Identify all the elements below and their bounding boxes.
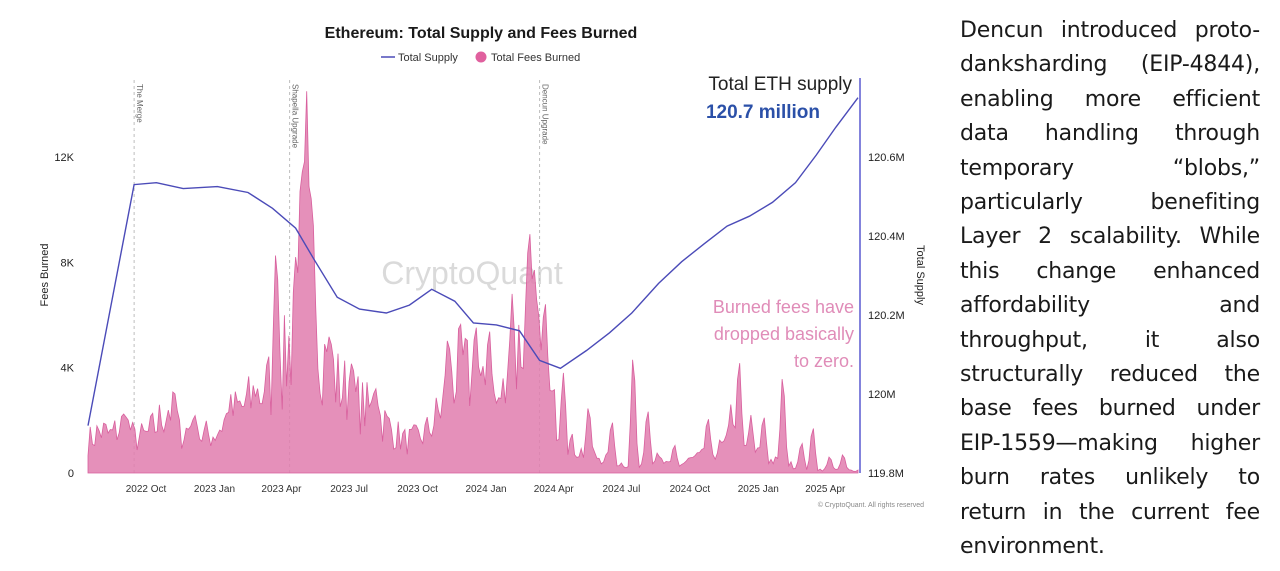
x-tick-5: 2024 Jan (465, 484, 506, 495)
event-label-0: The Merge (135, 84, 144, 123)
left-tick-1: 4K (61, 363, 75, 375)
event-markers: The Merge Shapella Upgrade Dencun Upgrade (133, 80, 550, 473)
left-tick-3: 12K (54, 152, 74, 164)
x-axis: 2022 Oct 2023 Jan 2023 Apr 2023 Jul 2023 Oct… (126, 484, 846, 495)
x-tick-9: 2025 Jan (738, 484, 779, 495)
supply-line (87, 97, 859, 426)
event-label-2: Dencun Upgrade (541, 84, 550, 145)
legend-fees-label: Total Fees Burned (491, 52, 580, 64)
x-tick-7: 2024 Jul (603, 484, 641, 495)
x-tick-4: 2023 Oct (397, 484, 438, 495)
legend-fees-swatch (475, 51, 487, 63)
x-tick-6: 2024 Apr (534, 484, 575, 495)
fees-note-line-3: to zero. (794, 351, 854, 371)
right-tick-4: 120.6M (868, 152, 905, 164)
fees-series (87, 91, 859, 474)
fees-note-line-2: dropped basically (714, 324, 854, 344)
copyright: © CryptoQuant. All rights reserved (818, 501, 924, 509)
right-tick-2: 120.2M (868, 310, 905, 322)
right-tick-0: 119.8M (868, 468, 904, 480)
x-tick-8: 2024 Oct (670, 484, 711, 495)
x-tick-2: 2023 Apr (261, 484, 302, 495)
x-tick-10: 2025 Apr (805, 484, 846, 495)
right-axis-label: Total Supply (914, 245, 926, 305)
legend: Total Supply Total Fees Burned (381, 51, 580, 64)
fees-note-line-1: Burned fees have (713, 297, 854, 317)
left-tick-2: 8K (61, 257, 75, 269)
right-tick-3: 120.4M (868, 231, 905, 243)
left-axis: 0 4K 8K 12K (54, 152, 74, 480)
event-label-1: Shapella Upgrade (291, 84, 300, 149)
fees-area (87, 91, 859, 474)
x-tick-0: 2022 Oct (126, 484, 167, 495)
left-tick-0: 0 (68, 468, 74, 480)
chart-panel: Ethereum: Total Supply and Fees Burned T… (39, 25, 926, 509)
legend-supply-label: Total Supply (398, 52, 458, 64)
x-tick-1: 2023 Jan (194, 484, 235, 495)
right-tick-1: 120M (868, 389, 896, 401)
side-paragraph: Dencun introduced proto-danksharding (EI… (960, 18, 1260, 560)
supply-annotation-label: Total ETH supply (708, 74, 852, 95)
supply-series (87, 97, 859, 426)
right-axis: 119.8M 120M 120.2M 120.4M 120.6M (868, 152, 905, 480)
left-axis-label: Fees Burned (39, 244, 51, 307)
chart-title: Ethereum: Total Supply and Fees Burned (325, 25, 638, 42)
chart: Ethereum: Total Supply and Fees Burned T… (39, 25, 926, 509)
supply-annotation-value: 120.7 million (706, 102, 820, 123)
x-tick-3: 2023 Jul (330, 484, 368, 495)
